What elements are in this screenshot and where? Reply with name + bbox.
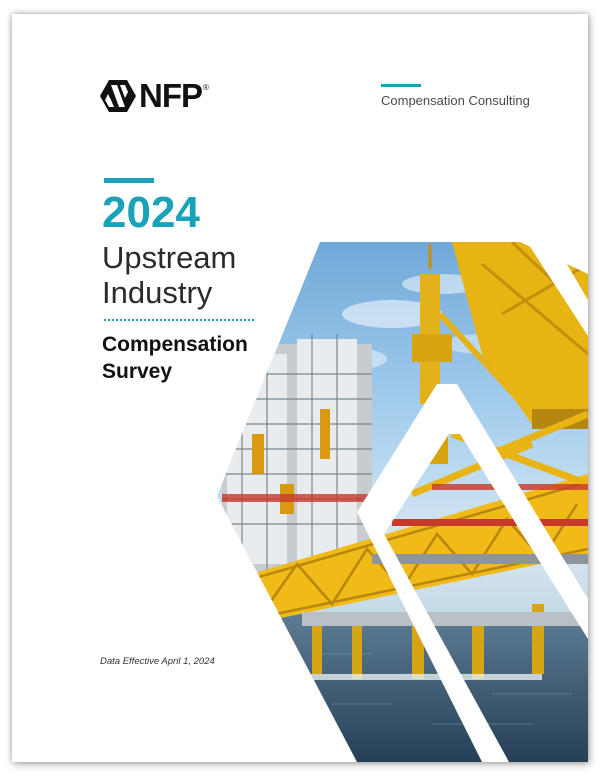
division-label: Compensation Consulting: [381, 93, 530, 108]
subtitle-line-1: Upstream: [102, 240, 237, 275]
survey-title: Compensation Survey: [102, 331, 248, 385]
survey-line-1: Compensation: [102, 333, 248, 356]
survey-line-2: Survey: [102, 360, 173, 383]
report-year: 2024: [102, 188, 200, 237]
offshore-platform-illustration: [217, 242, 588, 762]
registered-mark: ®: [203, 83, 209, 92]
nfp-diamond-logo-icon: [100, 80, 136, 112]
accent-bar: [381, 84, 421, 87]
effective-date: Data Effective April 1, 2024: [100, 656, 215, 667]
logo-wordmark: NFP: [139, 77, 203, 114]
subtitle-line-2: Industry: [102, 275, 213, 310]
cover-page: NFP ® Compensation Consulting 2024 Upstr…: [12, 14, 588, 762]
report-subtitle: Upstream Industry: [102, 240, 236, 310]
year-accent-bar: [104, 178, 154, 183]
dotted-divider: [104, 319, 254, 321]
nfp-logo[interactable]: NFP ®: [100, 77, 209, 114]
